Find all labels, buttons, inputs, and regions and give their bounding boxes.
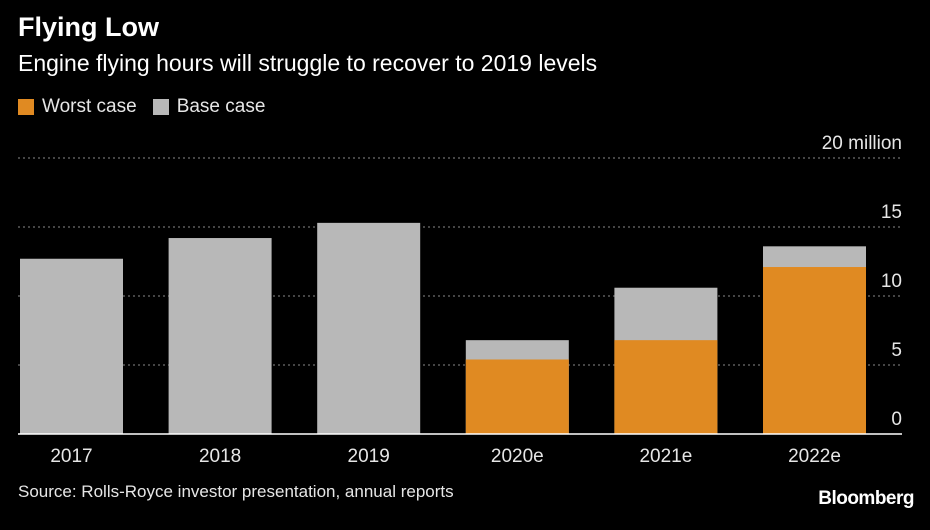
legend-swatch-worst-case bbox=[18, 99, 34, 115]
bar-base-case-2019 bbox=[317, 222, 421, 434]
y-tick-label-5: 5 bbox=[891, 340, 902, 361]
bar-base-case-2018 bbox=[168, 238, 272, 434]
y-tick-label-20: 20 million bbox=[822, 133, 902, 154]
chart-subtitle: Engine flying hours will struggle to rec… bbox=[18, 50, 598, 76]
source-note: Source: Rolls-Royce investor presentatio… bbox=[18, 482, 454, 501]
bar-base-case-2017 bbox=[20, 258, 123, 434]
legend-item-worst-case: Worst case bbox=[18, 96, 137, 118]
y-tick-label-15: 15 bbox=[881, 202, 902, 223]
bar-worst-case-2020e bbox=[465, 359, 569, 434]
legend-label-worst-case: Worst case bbox=[42, 96, 137, 117]
y-tick-label-10: 10 bbox=[881, 271, 902, 292]
chart-title: Flying Low bbox=[18, 12, 159, 42]
legend-swatch-base-case bbox=[152, 99, 169, 115]
bloomberg-logo: Bloomberg bbox=[818, 488, 914, 509]
x-tick-label-2021e: 2021e bbox=[639, 446, 692, 467]
x-tick-label-2017: 2017 bbox=[50, 446, 92, 467]
legend-item-base-case: Base case bbox=[152, 96, 266, 118]
bar-worst-case-2021e bbox=[614, 340, 718, 434]
legend: Worst case Base case bbox=[18, 96, 271, 118]
x-tick-label-2019: 2019 bbox=[348, 446, 390, 467]
x-tick-label-2022e: 2022e bbox=[788, 446, 841, 467]
x-tick-label-2018: 2018 bbox=[199, 446, 241, 467]
legend-label-base-case: Base case bbox=[176, 96, 266, 117]
y-tick-label-0: 0 bbox=[891, 409, 902, 430]
x-tick-label-2020e: 2020e bbox=[491, 446, 544, 467]
bar-worst-case-2022e bbox=[763, 267, 866, 434]
